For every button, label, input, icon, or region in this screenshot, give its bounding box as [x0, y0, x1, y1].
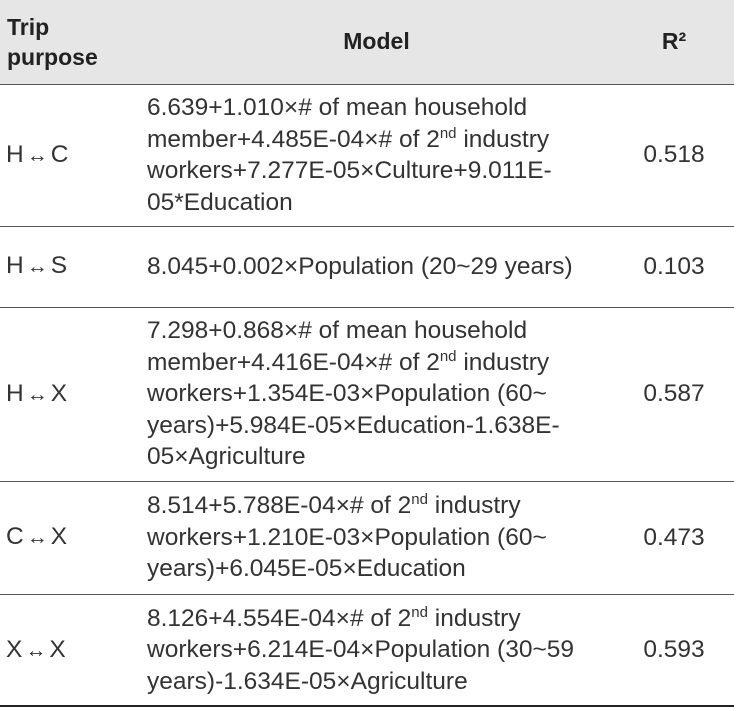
header-r2: R² — [661, 28, 687, 55]
double-arrow-icon: ↔ — [26, 526, 48, 550]
table-row: X ↔ X 8.126+4.554E-04×# of 2nd industry wo… — [0, 594, 734, 706]
trip-purpose-cell: C ↔ X — [0, 481, 139, 594]
table-row: H ↔ C 6.639+1.010×# of mean household memb… — [0, 84, 734, 226]
model-text: industry workers+1.354E-03×Population (6… — [147, 348, 560, 471]
model-cell: 8.126+4.554E-04×# of 2nd industry worker… — [139, 594, 614, 706]
model-text: 8.514+5.788E-04×# of 2 — [147, 492, 412, 520]
model-text: 8.126+4.554E-04×# of 2 — [147, 604, 412, 632]
purpose-to: X — [50, 379, 68, 407]
header-model: Model — [343, 28, 410, 55]
model-text: 8.045+0.002×Population (20~29 years) — [147, 252, 573, 280]
double-arrow-icon: ↔ — [26, 255, 48, 279]
model-text: industry workers+6.214E-04×Population (3… — [147, 604, 575, 695]
ordinal-suffix: nd — [411, 603, 428, 621]
table-row: C ↔ X 8.514+5.788E-04×# of 2nd industry wo… — [0, 481, 734, 594]
table-row: H ↔ S 8.045+0.002×Population (20~29 years)… — [0, 226, 734, 307]
r2-value: 0.103 — [643, 252, 705, 280]
header-trip-purpose: Trip purpose — [7, 13, 98, 70]
purpose-to: C — [50, 140, 69, 168]
ordinal-suffix: nd — [411, 491, 428, 509]
trip-purpose-cell: H ↔ C — [0, 84, 139, 226]
purpose-from: H — [6, 252, 24, 280]
purpose-from: H — [6, 379, 24, 407]
purpose-from: X — [6, 635, 23, 663]
model-text: 7.298+0.868×# of mean household member+4… — [147, 317, 528, 376]
purpose-to: X — [49, 635, 66, 663]
model-cell: 8.514+5.788E-04×# of 2nd industry worker… — [139, 481, 614, 594]
trip-purpose-cell: H ↔ X — [0, 307, 139, 481]
trip-purpose-cell: H ↔ S — [0, 226, 139, 307]
purpose-to: S — [50, 252, 68, 280]
purpose-to: X — [50, 523, 68, 551]
purpose-from: H — [6, 140, 24, 168]
model-text: industry workers+7.277E-05×Culture+9.011… — [147, 125, 552, 216]
trip-purpose-cell: X ↔ X — [0, 594, 139, 706]
double-arrow-icon: ↔ — [25, 638, 47, 662]
r2-value: 0.518 — [643, 141, 705, 169]
table-row: H ↔ X 7.298+0.868×# of mean household memb… — [0, 307, 734, 481]
model-cell: 6.639+1.010×# of mean household member+4… — [139, 84, 614, 226]
ordinal-suffix: nd — [439, 124, 457, 142]
model-cell: 8.045+0.002×Population (20~29 years) — [139, 226, 614, 307]
double-arrow-icon: ↔ — [26, 382, 48, 406]
model-cell: 7.298+0.868×# of mean household member+4… — [139, 307, 614, 481]
model-text: 6.639+1.010×# of mean household member+4… — [147, 94, 528, 153]
model-text: industry workers+1.210E-03×Population (6… — [147, 492, 547, 583]
header-row: Trip purpose Model R² — [0, 0, 734, 84]
double-arrow-icon: ↔ — [26, 143, 48, 167]
r2-value: 0.593 — [643, 636, 705, 663]
r2-value: 0.587 — [643, 380, 705, 408]
purpose-from: C — [6, 523, 24, 551]
r2-value: 0.473 — [643, 523, 705, 551]
ordinal-suffix: nd — [439, 347, 457, 365]
